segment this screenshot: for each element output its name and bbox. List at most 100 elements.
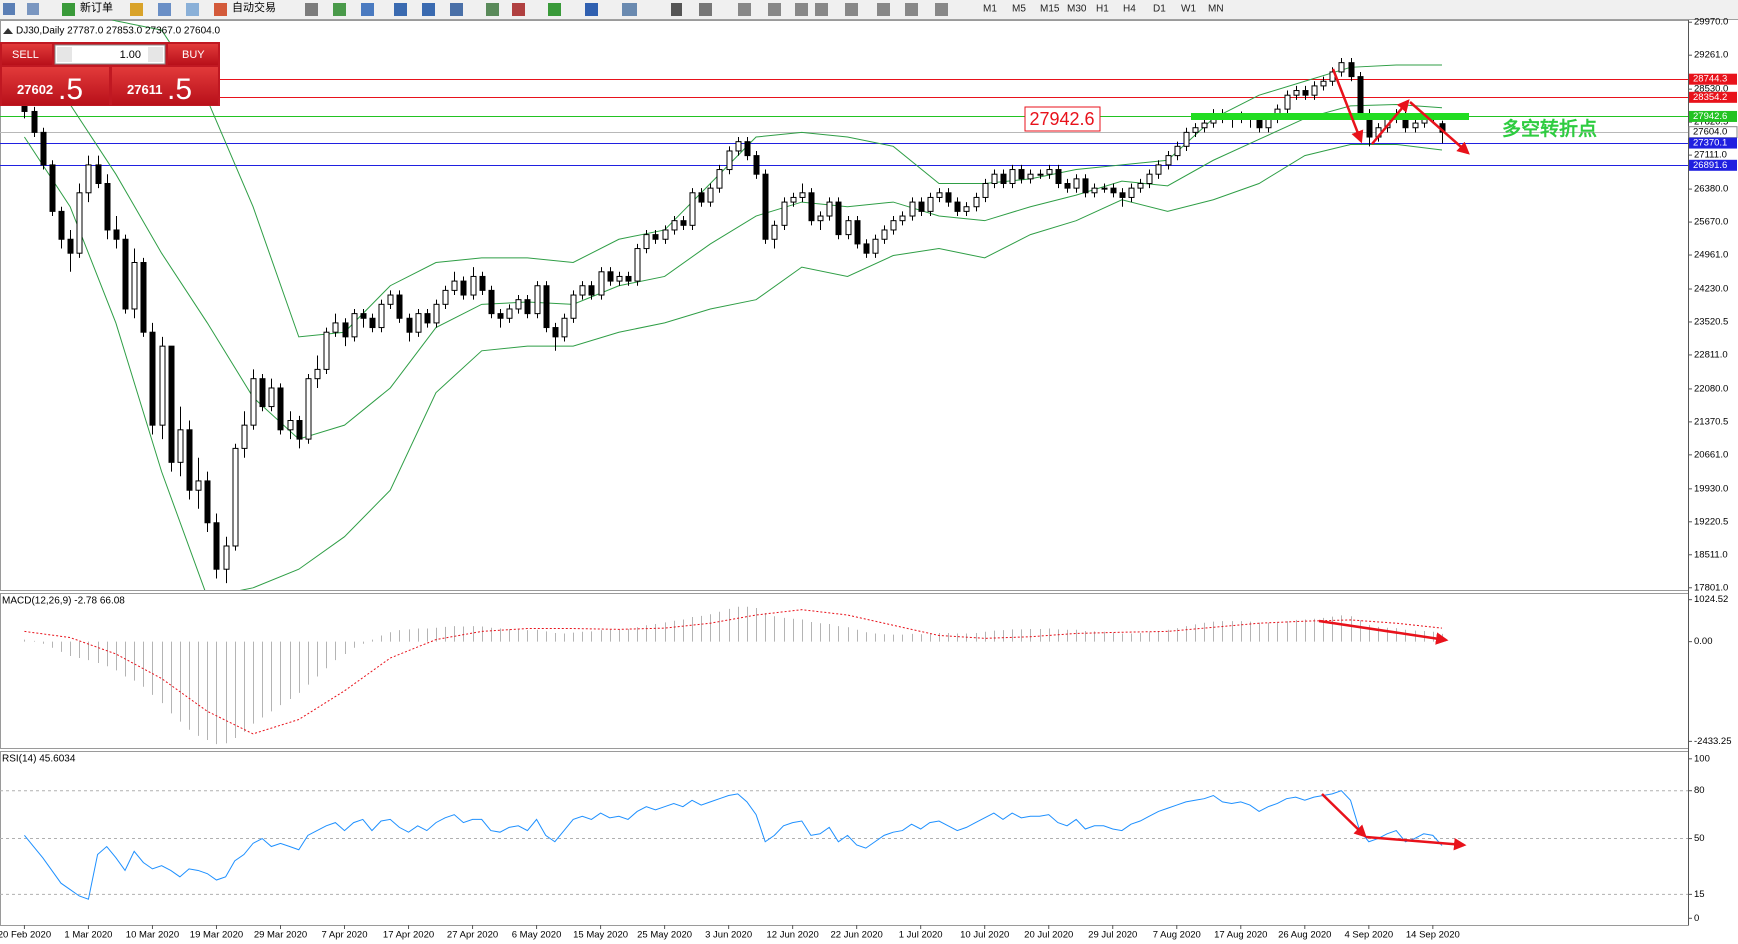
icon[interactable]: [3, 3, 15, 15]
icon[interactable]: [845, 3, 858, 16]
x-tick-label: 19 Mar 2020: [190, 930, 243, 941]
icon[interactable]: [795, 3, 808, 16]
candle-body: [387, 294, 394, 305]
icon[interactable]: [27, 3, 39, 15]
x-tick-label: 1 Mar 2020: [64, 930, 112, 941]
candle-body: [140, 261, 147, 333]
candle-body: [1165, 155, 1172, 166]
x-tick-label: 6 May 2020: [512, 930, 562, 941]
auto-trading-icon[interactable]: [214, 3, 227, 16]
timeframe-button[interactable]: H1: [1096, 4, 1109, 15]
x-tick-label: 14 Sep 2020: [1406, 930, 1460, 941]
icon[interactable]: [512, 3, 525, 16]
spin-up[interactable]: [148, 47, 163, 62]
candle-body: [1412, 122, 1419, 129]
annotation-note: 多空转折点: [1502, 117, 1597, 140]
icon[interactable]: [333, 3, 346, 16]
x-tick-label: 20 Jul 2020: [1024, 930, 1073, 941]
candle-body: [104, 182, 111, 231]
spin-down[interactable]: [57, 47, 72, 62]
candle-body: [561, 317, 568, 338]
candle-body: [826, 201, 833, 217]
candle-body: [369, 317, 376, 329]
candle-body: [241, 424, 248, 449]
icon[interactable]: [130, 3, 143, 16]
icon[interactable]: [422, 3, 435, 16]
icon[interactable]: [699, 3, 712, 16]
candle-body: [1128, 187, 1135, 198]
icon[interactable]: [486, 3, 499, 16]
icon[interactable]: [768, 3, 781, 16]
timeframe-button[interactable]: M15: [1040, 4, 1060, 15]
icon[interactable]: [671, 3, 682, 16]
candle-body: [342, 322, 349, 338]
buy-price-box[interactable]: [112, 67, 218, 105]
icon[interactable]: [158, 3, 171, 16]
new-order-button[interactable]: 新订单: [80, 0, 113, 14]
timeframe-button[interactable]: D1: [1153, 4, 1166, 15]
arrow: [1331, 68, 1364, 144]
candle-body: [643, 234, 650, 250]
candle-body: [872, 238, 879, 254]
sell-label[interactable]: SELL: [12, 49, 39, 61]
icon[interactable]: [394, 3, 407, 16]
arrow: [1321, 793, 1367, 838]
icon[interactable]: [815, 3, 828, 16]
candle-body: [854, 220, 861, 245]
buy-label[interactable]: BUY: [182, 49, 205, 61]
timeframe-button[interactable]: M1: [983, 4, 997, 15]
price-level-label: 27370.1: [1693, 138, 1727, 149]
candle-body: [296, 420, 303, 440]
timeframe-button[interactable]: H4: [1123, 4, 1136, 15]
candle-body: [287, 420, 294, 431]
candle-body: [735, 141, 742, 152]
candle-body: [232, 447, 239, 547]
icon[interactable]: [905, 3, 918, 16]
candle-body: [634, 248, 641, 282]
sell-pip[interactable]: .5: [58, 73, 83, 106]
icon[interactable]: [935, 3, 948, 16]
main-panel: [0, 20, 1689, 591]
candle-body: [680, 220, 687, 226]
icon[interactable]: [361, 3, 374, 16]
rsi-plot: [0, 790, 1688, 900]
sell-price[interactable]: 27602: [17, 82, 53, 97]
candle-body: [1348, 62, 1355, 78]
icon[interactable]: [305, 3, 318, 16]
buy-button[interactable]: [168, 44, 218, 65]
lot-size[interactable]: 1.00: [120, 49, 141, 61]
icon[interactable]: [186, 3, 199, 16]
icon[interactable]: [877, 3, 890, 16]
timeframe-button[interactable]: MN: [1208, 4, 1224, 15]
y-tick-label: 24230.0: [1694, 284, 1728, 295]
candle-body: [753, 155, 760, 175]
sell-price-box[interactable]: [2, 67, 109, 105]
sell-button[interactable]: [2, 44, 52, 65]
candle-body: [186, 429, 193, 491]
icon[interactable]: [585, 3, 598, 16]
timeframe-button[interactable]: W1: [1181, 4, 1196, 15]
icon[interactable]: [738, 3, 751, 16]
icon[interactable]: [548, 3, 561, 16]
price-level-label: 28744.3: [1693, 74, 1727, 85]
arrow: [1409, 101, 1470, 155]
buy-pip[interactable]: .5: [167, 73, 192, 106]
auto-trading-button[interactable]: 自动交易: [232, 0, 276, 14]
timeframe-button[interactable]: M5: [1012, 4, 1026, 15]
icon[interactable]: [622, 3, 637, 16]
y-tick-label: 1024.52: [1694, 594, 1728, 605]
bollinger-upper: [111, 20, 1442, 338]
candle-body: [524, 299, 531, 315]
macd-title: MACD(12,26,9) -2.78 66.08: [2, 596, 125, 607]
y-tick-label: 25670.0: [1694, 217, 1728, 228]
icon[interactable]: [450, 3, 463, 16]
candle-body: [579, 285, 586, 296]
buy-price[interactable]: 27611: [127, 82, 162, 97]
y-tick-label: 29970.0: [1694, 17, 1728, 28]
lot-spinner[interactable]: [54, 44, 166, 65]
timeframe-button[interactable]: M30: [1067, 4, 1087, 15]
new-order-icon[interactable]: [62, 3, 75, 16]
x-tick-label: 4 Sep 2020: [1345, 930, 1394, 941]
